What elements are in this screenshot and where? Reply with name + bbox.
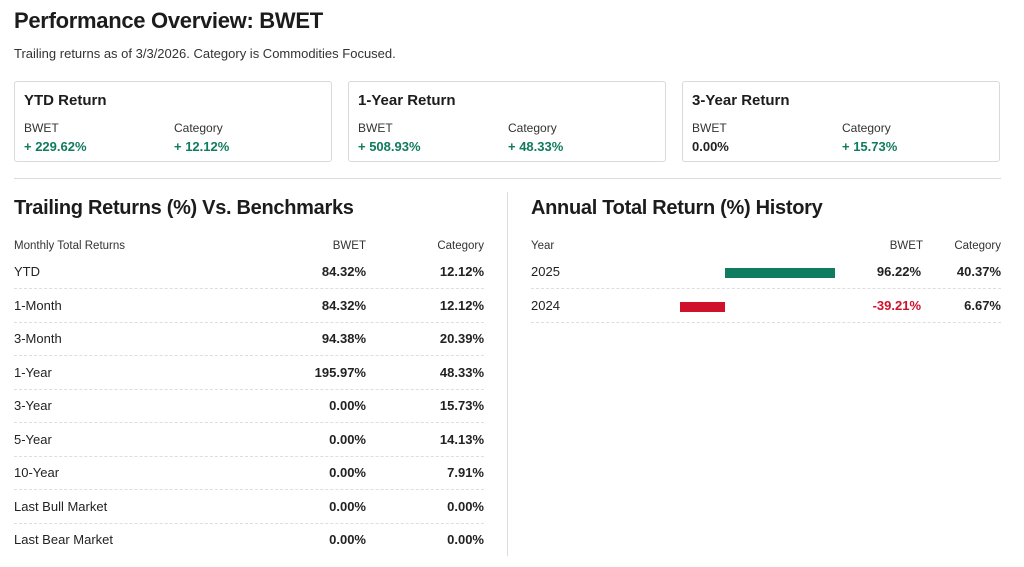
card-title: YTD Return — [24, 92, 107, 109]
column-header-fund: BWET — [889, 240, 923, 252]
card-category-label: Category — [508, 121, 557, 135]
table-row: 3-Year 0.00% 15.73% — [14, 390, 484, 423]
column-header-category: Category — [954, 240, 1001, 252]
row-year: 2024 — [531, 298, 560, 313]
section-divider — [14, 178, 1001, 179]
card-category-value: + 48.33% — [508, 139, 564, 154]
row-fund-value: 0.00% — [329, 498, 366, 514]
card-fund-value: 0.00% — [692, 139, 729, 154]
negative-return-bar — [680, 302, 725, 312]
row-category-value: 0.00% — [447, 532, 484, 547]
table-row: Last Bull Market 0.00% 0.00% — [14, 491, 484, 524]
card-ytd-return: YTD Return BWET Category + 229.62% + 12.… — [14, 81, 332, 162]
row-fund-value: 195.97% — [314, 364, 366, 380]
trailing-table-header: Monthly Total Returns BWET Category — [14, 240, 484, 256]
row-category-value: 12.12% — [439, 264, 484, 279]
card-fund-label: BWET — [358, 121, 393, 135]
row-fund-value: -39.21% — [872, 298, 921, 313]
card-1-year-return: 1-Year Return BWET Category + 508.93% + … — [348, 81, 666, 162]
row-category-value: 6.67% — [964, 298, 1001, 313]
row-category-value: 0.00% — [447, 498, 484, 514]
row-fund-value: 0.00% — [329, 398, 366, 413]
table-row: 1-Month 84.32% 12.12% — [14, 290, 484, 323]
table-row: 3-Month 94.38% 20.39% — [14, 323, 484, 356]
row-category-value: 40.37% — [956, 264, 1001, 279]
card-category-label: Category — [842, 121, 891, 135]
row-fund-value: 0.00% — [329, 465, 366, 480]
row-label: 10-Year — [14, 465, 60, 480]
row-label: 1-Month — [14, 297, 62, 313]
table-row: 1-Year 195.97% 48.33% — [14, 357, 484, 390]
row-category-value: 15.73% — [439, 398, 484, 413]
row-category-value: 48.33% — [439, 364, 484, 380]
table-row: YTD 84.32% 12.12% — [14, 256, 484, 289]
column-divider — [507, 192, 508, 556]
card-category-label: Category — [174, 121, 223, 135]
card-title: 3-Year Return — [692, 92, 790, 109]
card-fund-value: + 508.93% — [358, 139, 421, 154]
row-category-value: 12.12% — [439, 297, 484, 313]
row-category-value: 7.91% — [447, 465, 484, 480]
annual-table-header: Year BWET Category — [531, 240, 1001, 256]
row-label: 3-Month — [14, 331, 62, 346]
column-header-year: Year — [531, 240, 555, 252]
trailing-returns-title: Trailing Returns (%) Vs. Benchmarks — [14, 197, 354, 219]
table-row: Last Bear Market 0.00% 0.00% — [14, 524, 484, 557]
table-row: 2025 96.22% 40.37% — [531, 256, 1001, 289]
page-subtitle: Trailing returns as of 3/3/2026. Categor… — [14, 46, 396, 61]
row-label: 5-Year — [14, 431, 52, 447]
row-fund-value: 0.00% — [329, 532, 366, 547]
column-header-period: Monthly Total Returns — [14, 240, 126, 252]
row-label: 3-Year — [14, 398, 52, 413]
table-row: 2024 -39.21% 6.67% — [531, 290, 1001, 323]
card-category-value: + 12.12% — [174, 139, 230, 154]
card-title: 1-Year Return — [358, 92, 456, 109]
card-category-value: + 15.73% — [842, 139, 898, 154]
annual-returns-title: Annual Total Return (%) History — [531, 197, 823, 219]
row-label: Last Bull Market — [14, 498, 108, 514]
column-header-fund: BWET — [332, 240, 366, 252]
card-3-year-return: 3-Year Return BWET Category 0.00% + 15.7… — [682, 81, 1000, 162]
row-fund-value: 84.32% — [321, 264, 366, 279]
column-header-category: Category — [437, 240, 484, 252]
positive-return-bar — [725, 268, 835, 278]
card-fund-value: + 229.62% — [24, 139, 87, 154]
table-row: 10-Year 0.00% 7.91% — [14, 457, 484, 490]
row-category-value: 14.13% — [439, 431, 484, 447]
row-year: 2025 — [531, 264, 560, 279]
card-fund-label: BWET — [24, 121, 59, 135]
row-fund-value: 96.22% — [876, 264, 921, 279]
table-row: 5-Year 0.00% 14.13% — [14, 424, 484, 457]
row-fund-value: 94.38% — [321, 331, 366, 346]
row-fund-value: 84.32% — [321, 297, 366, 313]
row-label: Last Bear Market — [14, 532, 113, 547]
row-label: 1-Year — [14, 364, 52, 380]
row-category-value: 20.39% — [439, 331, 484, 346]
row-label: YTD — [14, 264, 40, 279]
page-title: Performance Overview: BWET — [14, 8, 323, 33]
card-fund-label: BWET — [692, 121, 727, 135]
row-fund-value: 0.00% — [329, 431, 366, 447]
